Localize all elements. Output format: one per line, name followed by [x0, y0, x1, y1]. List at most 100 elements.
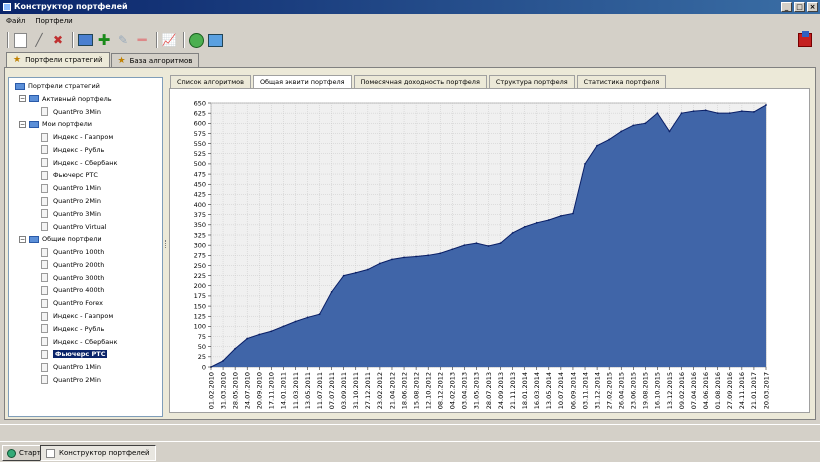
tree-item[interactable]: QuantPro 3Min — [41, 106, 101, 118]
delete-icon[interactable]: ✖ — [52, 33, 64, 47]
tree-item[interactable]: QuantPro 3Min — [41, 208, 101, 220]
tree-group-my[interactable]: − Мои портфели — [19, 118, 92, 130]
tree-item[interactable]: Индекс - Сбербанк — [41, 157, 117, 169]
x-tick-label: 07.04.2016 — [690, 372, 698, 409]
tree-item-label: Индекс - Газпром — [53, 133, 114, 142]
remove-icon[interactable]: ━ — [137, 31, 147, 49]
menu-file[interactable]: Файл — [6, 17, 26, 25]
y-tick-label: 275 — [194, 252, 206, 260]
tree-item[interactable]: QuantPro 1Min — [41, 182, 101, 194]
data-point — [354, 271, 357, 274]
y-tick-label: 375 — [194, 211, 206, 219]
inner-tab-3[interactable]: Структура портфеля — [488, 75, 575, 88]
x-tick-label: 28.07.2013 — [485, 372, 493, 409]
open-folder-icon[interactable] — [77, 32, 93, 48]
tree-item[interactable]: Индекс - Газпром — [41, 131, 113, 143]
chart-icon[interactable]: 📈 — [161, 33, 177, 47]
y-tick-label: 525 — [194, 150, 206, 158]
document-icon — [41, 324, 48, 334]
close-button[interactable]: × — [807, 2, 818, 12]
refresh-icon[interactable] — [188, 32, 204, 48]
add-icon[interactable]: ✚ — [97, 31, 111, 49]
tree-item[interactable]: Индекс - Рубль — [41, 323, 104, 335]
collapse-icon[interactable]: − — [19, 95, 26, 103]
tree-item-label: QuantPro 3Min — [53, 209, 101, 218]
minimize-button[interactable]: _ — [781, 2, 792, 12]
splitter-handle[interactable] — [165, 240, 168, 248]
new-doc-icon[interactable] — [12, 32, 28, 48]
tree-item[interactable]: QuantPro 400th — [41, 284, 104, 296]
data-point — [487, 245, 490, 247]
inner-tab-4[interactable]: Статистика портфеля — [576, 75, 667, 88]
tree-item-label: Фьючерс РТС — [53, 350, 108, 359]
data-point — [306, 316, 309, 319]
pencil-icon[interactable]: ✎ — [117, 33, 129, 47]
app-icon — [3, 3, 11, 11]
document-icon — [41, 158, 48, 168]
tree-item[interactable]: Фьючерс РТС — [41, 169, 98, 181]
data-point — [391, 258, 393, 261]
data-point — [403, 256, 405, 259]
document-icon — [41, 196, 48, 206]
data-point — [499, 242, 502, 245]
tree-item[interactable]: Индекс - Рубль — [41, 144, 104, 156]
tree-item[interactable]: QuantPro 200th — [41, 259, 104, 271]
folder-icon — [29, 235, 39, 243]
document-icon — [41, 311, 48, 321]
x-tick-label: 31.05.2013 — [473, 372, 481, 409]
tree-item[interactable]: QuantPro 2Min — [41, 195, 101, 207]
data-point — [523, 225, 526, 228]
x-tick-label: 09.02.2016 — [678, 372, 686, 409]
tree-item-label: QuantPro 200th — [53, 260, 105, 269]
x-tick-label: 16.10.2015 — [654, 372, 662, 409]
inner-tab-0[interactable]: Список алгоритмов — [170, 75, 251, 88]
y-tick-label: 575 — [194, 130, 206, 138]
x-tick-label: 20.09.2010 — [256, 372, 264, 409]
data-point — [366, 268, 369, 271]
tree-item[interactable]: QuantPro 100th — [41, 246, 104, 258]
tab-algorithm-base[interactable]: ★ База алгоритмов — [110, 53, 200, 67]
map-icon[interactable] — [207, 32, 223, 48]
document-icon — [41, 337, 48, 347]
x-tick-label: 27.09.2016 — [726, 372, 734, 409]
y-tick-label: 250 — [194, 262, 206, 270]
inner-tab-1[interactable]: Общая эквити портфеля — [252, 75, 352, 88]
tree-item[interactable]: QuantPro 1Min — [41, 361, 101, 373]
document-icon — [41, 209, 48, 219]
y-tick-label: 450 — [194, 181, 206, 189]
x-tick-label: 24.07.2010 — [243, 372, 251, 409]
taskbar-item-constructor[interactable]: Конструктор портфелей — [40, 445, 156, 461]
collapse-icon[interactable]: − — [19, 235, 26, 243]
equity-chart: 0 25 50 75 100 125 150 175 200 225 250 275 300 325 350… — [169, 88, 810, 413]
x-tick-label: 07.07.2011 — [328, 372, 336, 409]
x-tick-label: 28.05.2010 — [231, 372, 239, 409]
data-point — [753, 111, 755, 113]
y-tick-label: 0 — [202, 363, 206, 371]
tree-group-active[interactable]: − Активный портфель — [19, 93, 112, 105]
data-point — [318, 313, 321, 316]
maximize-button[interactable]: □ — [794, 2, 805, 12]
tree-item[interactable]: Фьючерс РТС — [41, 348, 108, 360]
toolbar: ╱ ✖ ✚ ✎ ━ 📈 — [4, 30, 226, 50]
menu-portfolios[interactable]: Портфели — [35, 17, 73, 25]
tree-group-common[interactable]: − Общие портфели — [19, 233, 102, 245]
data-point — [668, 130, 671, 133]
portfolio-tree[interactable]: Портфели стратегий − Активный портфель Quan… — [8, 77, 163, 417]
tree-item[interactable]: QuantPro 300th — [41, 272, 104, 284]
data-point — [559, 215, 562, 217]
tree-item[interactable]: Индекс - Сбербанк — [41, 336, 117, 348]
tree-item[interactable]: QuantPro Forex — [41, 297, 103, 309]
toolbar-separator — [156, 32, 158, 48]
tree-item[interactable]: QuantPro Virtual — [41, 221, 107, 233]
tree-root[interactable]: Портфели стратегий — [15, 80, 100, 92]
tree-item[interactable]: QuantPro 2Min — [41, 374, 101, 386]
tree-item[interactable]: Индекс - Газпром — [41, 310, 113, 322]
inner-tabs: Список алгоритмов Общая эквити портфеля По… — [170, 75, 668, 88]
inner-tab-2[interactable]: Помесячная доходность портфеля — [353, 75, 487, 88]
exit-icon[interactable] — [798, 31, 812, 47]
data-point — [765, 104, 767, 106]
tab-strategy-portfolios[interactable]: ★ Портфели стратегий — [6, 52, 110, 67]
collapse-icon[interactable]: − — [19, 120, 26, 128]
folder-icon — [15, 82, 25, 90]
edit-icon[interactable]: ╱ — [35, 33, 43, 47]
